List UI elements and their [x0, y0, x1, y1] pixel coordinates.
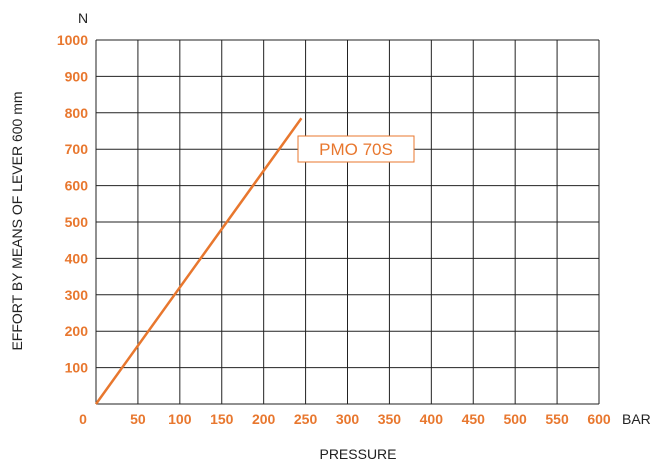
y-tick-label: 300	[65, 287, 89, 303]
x-tick-label: 50	[130, 411, 146, 427]
y-tick-label: 100	[65, 360, 89, 376]
x-tick-label: 100	[168, 411, 192, 427]
series-line	[94, 117, 303, 405]
x-tick-label: 450	[462, 411, 486, 427]
y-tick-label: 200	[65, 323, 89, 339]
x-tick-label: 550	[545, 411, 569, 427]
y-tick-label: 900	[65, 68, 89, 84]
y-tick-label: 600	[65, 178, 89, 194]
y-tick-label: 700	[65, 141, 89, 157]
y-tick-label: 400	[65, 250, 89, 266]
series-annotation-label: PMO 70S	[319, 140, 393, 159]
x-tick-label: 300	[336, 411, 360, 427]
series-annotation: PMO 70S	[297, 135, 415, 163]
y-tick-label: 500	[65, 214, 89, 230]
x-unit-label: BAR	[622, 411, 651, 427]
series-layer	[94, 117, 303, 405]
x-tick-label: 200	[252, 411, 276, 427]
series-annotation-box	[297, 135, 415, 163]
x-tick-label: 0	[79, 411, 87, 427]
grid	[95, 39, 600, 405]
x-tick-label: 600	[587, 411, 611, 427]
y-tick-labels: 100 200 300 400 500 600 700 800 900 1000	[57, 32, 88, 376]
x-tick-label: 150	[210, 411, 234, 427]
x-tick-labels: 0 50 100 150 200 250 300 350 400 450 500 550 600	[79, 411, 611, 427]
x-axis-title: PRESSURE	[319, 446, 396, 462]
y-tick-label: 800	[65, 105, 89, 121]
x-tick-label: 250	[294, 411, 318, 427]
x-tick-label: 350	[378, 411, 402, 427]
y-axis-title: EFFORT BY MEANS OF LEVER 600 mm	[9, 91, 25, 350]
y-unit-label: N	[78, 10, 88, 26]
x-tick-label: 400	[420, 411, 444, 427]
y-tick-label: 1000	[57, 32, 88, 48]
x-tick-label: 500	[503, 411, 527, 427]
